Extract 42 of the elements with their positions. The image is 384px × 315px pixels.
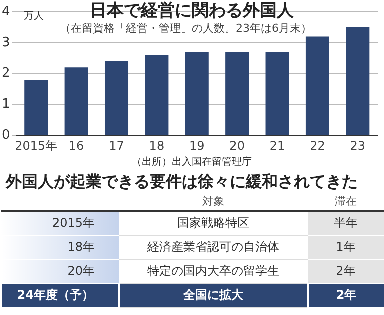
text: 24年度（予） [1,284,119,308]
text: 2年 [308,284,384,308]
bar [145,55,169,136]
bar [64,68,88,136]
x-tick-label: 22 [310,138,326,153]
y-tick-label: 1 [2,97,10,112]
text: 半年 [308,211,384,236]
text: 20年 [1,260,119,284]
bar [266,52,290,136]
bar [104,61,129,136]
x-tick-label: 19 [189,138,205,153]
x-tick-label: 20 [230,138,245,153]
text: 18年 [1,236,119,260]
bar [346,27,370,136]
text: 滞在 [308,193,384,211]
bar [306,36,330,136]
bar [185,52,209,136]
x-tick-label: 2015年 [15,138,58,153]
text: （在留資格「経営・管理」の人数。23年は6月末） [60,22,312,36]
x-tick-label: 18 [149,138,165,153]
text: 2年 [308,260,384,284]
x-tick-label: 16 [68,138,84,153]
x-tick-label: 17 [109,138,124,153]
y-tick-label: 3 [2,35,10,50]
text: 国家戦略特区 [119,211,308,236]
text: 対象 [119,193,308,211]
y-tick-label: 0 [2,128,10,143]
x-tick-label: 23 [350,138,366,153]
x-tick-label: 21 [270,138,286,153]
y-tick-label: 2 [2,66,10,82]
text: 全国に拡大 [119,284,308,308]
bar [226,52,250,136]
text: 1年 [308,236,384,260]
text: 特定の国内大卒の留学生 [119,260,308,284]
bar [24,80,48,136]
text: 経済産業省認可の自治体 [119,236,308,260]
text: 2015年 [1,211,119,236]
y-tick-label: 4 [2,4,10,20]
text: （出所）出入国在留管理庁 [131,156,253,169]
y-axis-title: 万人 [24,10,44,23]
text: 外国人が起業できる要件は徐々に緩和されてきた [4,171,359,193]
chart-title: 日本で経営に関わる外国人 [90,1,294,21]
